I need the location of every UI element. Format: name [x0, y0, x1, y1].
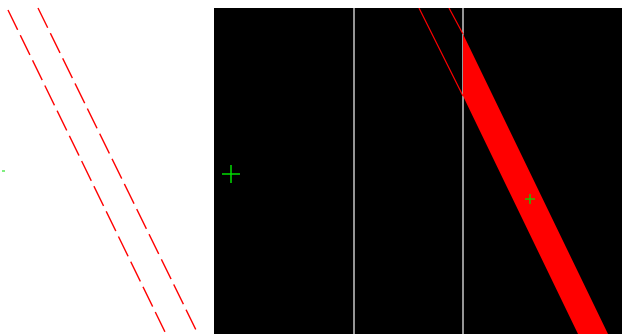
left-dashed-line-outer — [7, 9, 167, 334]
band-edge-inner — [448, 8, 464, 35]
crosshair-icon — [222, 165, 240, 183]
right-diagram — [222, 8, 608, 334]
filled-band — [463, 34, 608, 334]
crosshair-small-icon — [525, 194, 535, 204]
left-diagram — [2, 7, 199, 334]
left-dashed-line-inner — [37, 7, 199, 334]
right-panel — [214, 8, 622, 334]
band-edge-outer — [418, 8, 464, 97]
left-panel — [0, 0, 214, 334]
